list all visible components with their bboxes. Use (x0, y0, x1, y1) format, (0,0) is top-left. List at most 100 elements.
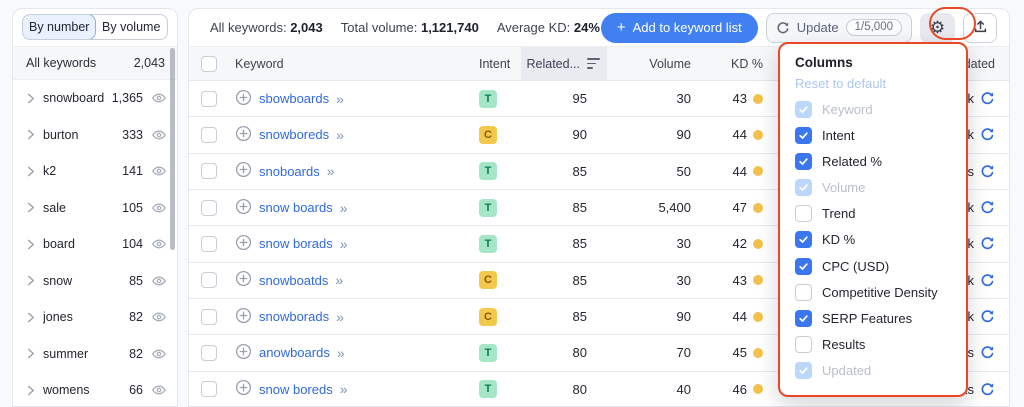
open-keyword-icon[interactable]: » (339, 199, 348, 216)
checkbox-icon[interactable] (795, 283, 812, 301)
open-keyword-icon[interactable]: » (336, 308, 344, 325)
row-refresh-icon[interactable] (980, 382, 995, 397)
sidebar-group[interactable]: summer 82 (13, 336, 177, 373)
checkbox-icon[interactable] (795, 362, 812, 380)
chevron-right-icon[interactable] (26, 202, 35, 213)
sort-desc-icon[interactable] (587, 58, 600, 69)
sidebar-group[interactable]: womens 66 (13, 372, 177, 406)
update-button[interactable]: Update 1/5,000 (765, 12, 912, 43)
add-keyword-icon[interactable] (235, 198, 252, 218)
row-refresh-icon[interactable] (980, 164, 995, 179)
column-toggle-item[interactable]: SERP Features (795, 310, 951, 328)
columns-settings-button[interactable]: ⚙ (920, 12, 955, 43)
column-toggle-item[interactable]: KD % (795, 231, 951, 249)
keyword-link[interactable]: snow borads (259, 236, 333, 252)
select-all-checkbox[interactable] (201, 55, 217, 72)
header-kd[interactable]: KD % (731, 56, 763, 71)
checkbox-icon[interactable] (795, 179, 812, 197)
open-keyword-icon[interactable]: » (336, 126, 344, 143)
row-checkbox[interactable] (201, 235, 217, 252)
add-to-keyword-list-button[interactable]: + Add to keyword list (600, 12, 758, 43)
checkbox-icon[interactable] (795, 126, 812, 144)
column-toggle-item[interactable]: Related % (795, 152, 951, 170)
column-toggle-item[interactable]: Competitive Density (795, 283, 951, 301)
checkbox-icon[interactable] (795, 257, 812, 275)
sidebar-scrollbar-thumb[interactable] (170, 48, 175, 250)
checkbox-icon[interactable] (795, 310, 812, 327)
column-toggle-item[interactable]: Results (795, 336, 951, 354)
row-checkbox[interactable] (201, 126, 217, 143)
eye-icon[interactable] (151, 273, 167, 289)
reset-to-default-link[interactable]: Reset to default (795, 76, 887, 91)
column-toggle-item[interactable]: CPC (USD) (795, 257, 951, 275)
add-keyword-icon[interactable] (235, 89, 252, 109)
chevron-right-icon[interactable] (26, 239, 35, 250)
open-keyword-icon[interactable]: » (335, 272, 343, 289)
open-keyword-icon[interactable]: » (339, 381, 348, 398)
chevron-right-icon[interactable] (26, 385, 35, 396)
column-toggle-item[interactable]: Updated (795, 362, 951, 380)
checkbox-icon[interactable] (795, 152, 812, 170)
add-keyword-icon[interactable] (235, 234, 252, 254)
sidebar-group[interactable]: snow 85 (13, 263, 177, 300)
all-keywords-row[interactable]: All keywords 2,043 (13, 46, 177, 80)
eye-icon[interactable] (151, 382, 167, 398)
eye-icon[interactable] (151, 90, 167, 106)
row-checkbox[interactable] (201, 381, 217, 398)
add-keyword-icon[interactable] (235, 343, 252, 363)
checkbox-icon[interactable] (795, 100, 812, 118)
chevron-right-icon[interactable] (26, 129, 35, 140)
header-keyword[interactable]: Keyword (235, 56, 284, 71)
sidebar-group[interactable]: jones 82 (13, 299, 177, 336)
row-refresh-icon[interactable] (980, 91, 995, 106)
eye-icon[interactable] (151, 127, 167, 143)
row-checkbox[interactable] (201, 344, 217, 361)
chevron-right-icon[interactable] (26, 312, 35, 323)
sidebar-group[interactable]: board 104 (13, 226, 177, 263)
add-keyword-icon[interactable] (235, 270, 252, 290)
row-checkbox[interactable] (201, 199, 217, 216)
keyword-link[interactable]: anowboards (259, 345, 330, 361)
add-keyword-icon[interactable] (235, 379, 252, 399)
chevron-right-icon[interactable] (26, 275, 35, 286)
eye-icon[interactable] (151, 309, 167, 325)
column-toggle-item[interactable]: Volume (795, 179, 951, 197)
keyword-link[interactable]: snow boreds (259, 381, 333, 397)
row-refresh-icon[interactable] (980, 345, 995, 360)
header-related[interactable]: Related... (521, 47, 607, 80)
row-checkbox[interactable] (201, 308, 217, 325)
row-refresh-icon[interactable] (980, 273, 995, 288)
column-toggle-item[interactable]: Keyword (795, 100, 951, 118)
export-button[interactable] (963, 12, 997, 43)
sidebar-group[interactable]: k2 141 (13, 153, 177, 190)
chevron-right-icon[interactable] (26, 348, 35, 359)
row-refresh-icon[interactable] (980, 309, 995, 324)
header-volume[interactable]: Volume (649, 56, 691, 71)
keyword-link[interactable]: snow boards (259, 200, 333, 216)
sidebar-group[interactable]: snowboard 1,365 (13, 80, 177, 117)
add-keyword-icon[interactable] (235, 125, 252, 145)
tab-by-volume[interactable]: By volume (102, 20, 161, 34)
eye-icon[interactable] (151, 200, 167, 216)
column-toggle-item[interactable]: Trend (795, 205, 951, 223)
column-toggle-item[interactable]: Intent (795, 126, 951, 144)
keyword-link[interactable]: snoboards (259, 163, 320, 179)
open-keyword-icon[interactable]: » (336, 90, 344, 107)
row-refresh-icon[interactable] (980, 200, 995, 215)
eye-icon[interactable] (151, 163, 167, 179)
chevron-right-icon[interactable] (26, 93, 35, 104)
row-refresh-icon[interactable] (980, 127, 995, 142)
add-keyword-icon[interactable] (235, 161, 252, 181)
tab-by-number[interactable]: By number (23, 15, 97, 39)
row-refresh-icon[interactable] (980, 236, 995, 251)
keyword-link[interactable]: sbowboards (259, 91, 330, 107)
open-keyword-icon[interactable]: » (336, 344, 345, 361)
keyword-link[interactable]: snowborads (259, 309, 330, 325)
row-checkbox[interactable] (201, 163, 217, 180)
chevron-right-icon[interactable] (26, 166, 35, 177)
add-keyword-icon[interactable] (235, 307, 252, 327)
checkbox-icon[interactable] (795, 205, 812, 223)
keyword-link[interactable]: snowboatds (259, 272, 329, 288)
checkbox-icon[interactable] (795, 336, 812, 354)
row-checkbox[interactable] (201, 90, 217, 107)
